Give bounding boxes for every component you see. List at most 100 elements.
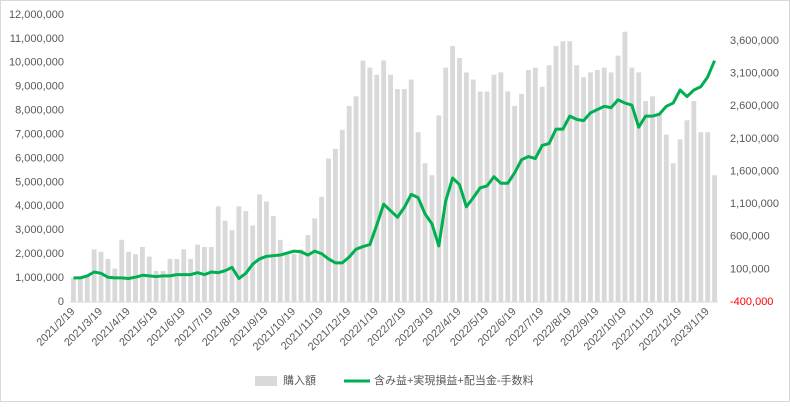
bar [526, 70, 531, 302]
bar [519, 93, 524, 302]
bar [622, 31, 628, 302]
bar [215, 206, 221, 302]
bar [167, 258, 173, 302]
bar [712, 175, 717, 302]
bar [450, 46, 456, 302]
bar [84, 275, 90, 302]
y2-tick-label: -400,000 [730, 296, 773, 308]
bar [395, 89, 400, 303]
bar [298, 249, 304, 302]
bar [415, 132, 421, 302]
bar [305, 235, 311, 302]
y-tick-label: 7,000,000 [15, 128, 64, 140]
bar [346, 105, 352, 302]
y-tick-label: 2,000,000 [15, 248, 64, 260]
bar [291, 254, 297, 302]
y-tick-label: 1,000,000 [15, 272, 64, 284]
bar [636, 72, 642, 303]
y-tick-label: 5,000,000 [15, 176, 64, 188]
bar [656, 113, 662, 302]
line [73, 60, 716, 281]
bar [381, 60, 387, 302]
legend-label: 含み益+実現損益+配当金-手数料 [374, 373, 534, 387]
bar [71, 278, 76, 302]
bar [594, 70, 600, 302]
bar [284, 254, 290, 302]
bar [374, 74, 380, 303]
bar [243, 211, 249, 302]
y2-tick-label: 600,000 [730, 231, 770, 243]
bar [463, 72, 469, 303]
bar [505, 91, 511, 303]
bar [353, 96, 359, 302]
bar [188, 258, 194, 302]
bar [629, 67, 635, 302]
y2-tick-label: 2,100,000 [730, 133, 779, 145]
legend-label: 購入額 [283, 373, 316, 387]
bar [339, 129, 345, 302]
bar [367, 67, 373, 302]
y-tick-label: 8,000,000 [15, 105, 64, 117]
bar [581, 77, 586, 302]
bar [643, 101, 649, 302]
bar [257, 194, 262, 302]
bar [684, 120, 690, 302]
y2-tick-label: 3,600,000 [730, 35, 779, 47]
bar [105, 258, 111, 302]
y-tick-label: 11,000,000 [10, 33, 64, 45]
bar [91, 249, 97, 302]
bar [236, 206, 242, 302]
bar [436, 115, 442, 302]
bar [326, 158, 331, 302]
bar [553, 46, 559, 302]
bar [705, 132, 711, 302]
bar [663, 134, 669, 302]
bar [401, 89, 407, 303]
bar [588, 72, 593, 303]
y2-tick-label: 1,100,000 [730, 198, 779, 210]
bar [546, 65, 552, 302]
bar [429, 175, 435, 302]
bar [77, 278, 83, 302]
bar [319, 196, 325, 302]
y2-tick-label: 1,600,000 [730, 165, 779, 177]
bar [484, 91, 490, 303]
bar [539, 86, 545, 302]
bar [615, 55, 621, 303]
bar [360, 60, 366, 302]
y2-tick-label: 3,100,000 [730, 68, 779, 80]
bar [457, 58, 462, 302]
bar [691, 101, 697, 302]
y-tick-label: 3,000,000 [15, 224, 64, 236]
bar [146, 256, 152, 302]
bar [443, 67, 449, 302]
y-tick-label: 0 [58, 296, 64, 308]
bar [512, 105, 518, 302]
bar [574, 65, 580, 302]
y-tick-label: 10,000,000 [9, 57, 64, 69]
bar [119, 239, 125, 302]
bar [332, 148, 338, 302]
bar [174, 258, 180, 302]
bar [470, 79, 476, 302]
y2-tick-label: 100,000 [730, 263, 770, 275]
legend-swatch [255, 376, 277, 386]
bar [601, 67, 607, 302]
bar [532, 67, 538, 302]
bar [208, 246, 214, 302]
bar [126, 251, 132, 302]
bar [491, 74, 497, 303]
bar [698, 132, 704, 302]
bar [264, 201, 269, 302]
bar [222, 220, 228, 302]
bar [477, 91, 483, 303]
bar [608, 72, 614, 303]
bar [388, 74, 393, 303]
bar [677, 139, 683, 302]
bar [277, 239, 283, 302]
bar [270, 215, 276, 302]
bar [498, 72, 504, 303]
bar [112, 268, 118, 302]
y-tick-label: 6,000,000 [15, 152, 64, 164]
